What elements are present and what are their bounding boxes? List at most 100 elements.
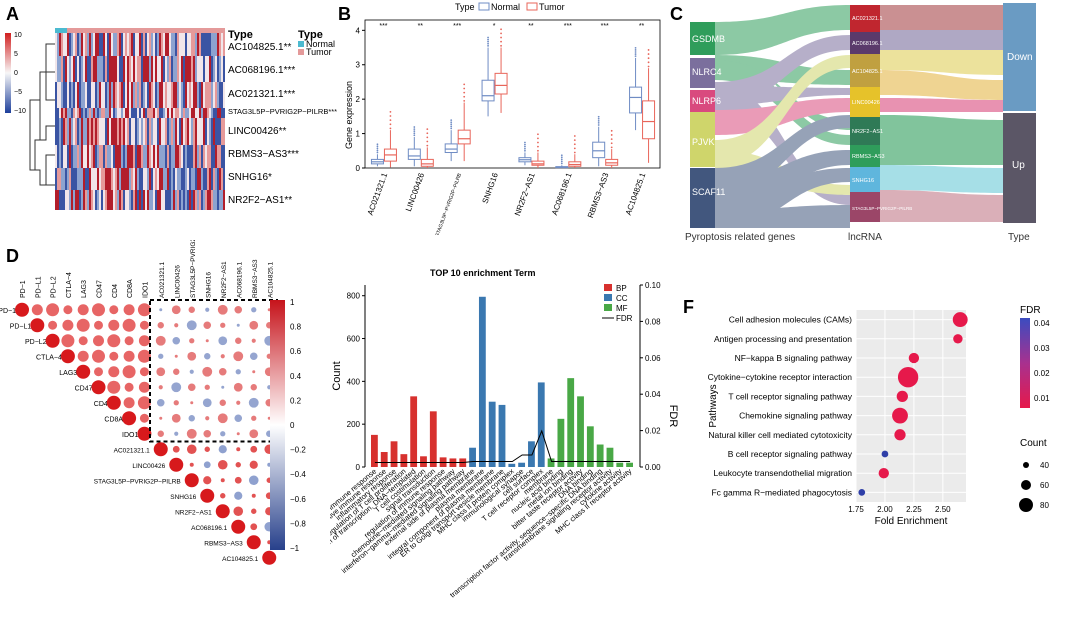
heatmap-cell bbox=[77, 82, 79, 108]
heatmap-cell bbox=[181, 33, 183, 56]
heatmap-cell bbox=[99, 190, 101, 210]
heatmap-cell bbox=[69, 118, 71, 145]
d-cell-circle bbox=[251, 307, 257, 313]
d-row-label: RBMS3−AS3 bbox=[204, 540, 243, 547]
heatmap-cell bbox=[57, 118, 59, 145]
heatmap-cell bbox=[139, 145, 141, 168]
b-box bbox=[457, 129, 471, 145]
gene-label: STAG3L5P−PVRIG2P−PILRB*** bbox=[228, 107, 337, 116]
d-cell-circle bbox=[124, 382, 134, 392]
heatmap-cell bbox=[153, 190, 155, 210]
heatmap-cell bbox=[115, 190, 117, 210]
sankey-node-gsdmb bbox=[690, 22, 715, 55]
heatmap-cell bbox=[175, 190, 177, 210]
heatmap-cell bbox=[223, 145, 225, 168]
heatmap-cell bbox=[147, 190, 149, 210]
b-outlier bbox=[524, 141, 526, 144]
sankey-lnc-label: SNHG16 bbox=[852, 178, 874, 184]
d-cell-circle bbox=[251, 415, 257, 421]
heatmap-cell bbox=[129, 82, 131, 108]
b-xtick-label: STAG3L5P−PVRIG2P−PILRB bbox=[435, 172, 464, 235]
b-box bbox=[642, 100, 656, 140]
heatmap-cell bbox=[143, 168, 145, 190]
heatmap-cell bbox=[165, 190, 167, 210]
d-cell-circle bbox=[186, 428, 197, 439]
heatmap-cell bbox=[191, 82, 193, 108]
heatmap-cell bbox=[175, 118, 177, 145]
d-col-label: CD4 bbox=[112, 284, 119, 298]
heatmap-cell bbox=[105, 118, 107, 145]
heatmap-cell bbox=[73, 118, 75, 145]
heatmap-cell bbox=[221, 82, 223, 108]
b-outlier bbox=[634, 51, 637, 53]
heatmap-cell bbox=[165, 168, 167, 190]
heatmap-cell bbox=[127, 190, 129, 210]
heatmap-cell bbox=[179, 56, 181, 82]
heatmap-cell bbox=[115, 168, 117, 190]
b-outlier bbox=[376, 149, 379, 152]
heatmap-cell bbox=[211, 118, 213, 145]
heatmap-cell bbox=[101, 108, 103, 118]
heatmap-cell bbox=[127, 145, 129, 168]
d-cell-circle bbox=[31, 304, 43, 316]
heatmap-cell bbox=[129, 145, 131, 168]
heatmap-cell bbox=[113, 33, 115, 56]
b-significance: ** bbox=[639, 23, 645, 30]
heatmap-cell bbox=[129, 108, 131, 118]
heatmap-cell bbox=[177, 82, 179, 108]
heatmap-cell bbox=[149, 56, 151, 82]
heatmap-cell bbox=[61, 118, 63, 145]
heatmap-cell bbox=[117, 190, 119, 210]
heatmap-cell bbox=[155, 33, 157, 56]
heatmap-cell bbox=[129, 190, 131, 210]
heatmap-cell bbox=[101, 190, 103, 210]
d-col-label: LINC00426 bbox=[174, 265, 181, 298]
d-cell-circle bbox=[139, 413, 149, 423]
d-scale-tick: −0.6 bbox=[290, 495, 306, 504]
d-cell-circle bbox=[236, 447, 241, 452]
heatmap-cell bbox=[207, 118, 209, 145]
heatmap-cell bbox=[121, 33, 123, 56]
b-outlier bbox=[524, 147, 526, 150]
heatmap-cell bbox=[181, 108, 183, 118]
heatmap-cell bbox=[89, 145, 91, 168]
b-box bbox=[444, 143, 458, 154]
f-dot bbox=[953, 334, 963, 344]
d-diag-circle bbox=[91, 380, 106, 395]
scale-a-tick: −10 bbox=[14, 108, 26, 115]
f-size-tick: 40 bbox=[1040, 461, 1049, 470]
e-legend-label: MF bbox=[616, 304, 628, 313]
heatmap-cell bbox=[123, 33, 125, 56]
heatmap-cell bbox=[141, 108, 143, 118]
heatmap-cell bbox=[61, 145, 63, 168]
heatmap-cell bbox=[195, 118, 197, 145]
b-outlier bbox=[647, 65, 650, 68]
sankey-lnc-label: STAG3L5P−PVRIG2P−PILRB bbox=[852, 206, 912, 211]
heatmap-cell bbox=[99, 168, 101, 190]
heatmap-cell bbox=[63, 118, 65, 145]
heatmap-cell bbox=[79, 108, 81, 118]
heatmap-cell bbox=[213, 33, 215, 56]
heatmap-cell bbox=[209, 190, 211, 210]
heatmap-cell bbox=[189, 118, 191, 145]
heatmap-cell bbox=[103, 82, 105, 108]
heatmap-cell bbox=[159, 145, 161, 168]
heatmap-cell bbox=[195, 145, 197, 168]
d-diag-circle bbox=[153, 442, 168, 457]
heatmap-cell bbox=[81, 118, 83, 145]
heatmap-cell bbox=[199, 168, 201, 190]
heatmap-cell bbox=[219, 82, 221, 108]
heatmap-cell bbox=[157, 33, 159, 56]
heatmap-cell bbox=[159, 56, 161, 82]
heatmap-cell bbox=[181, 118, 183, 145]
heatmap-cell bbox=[193, 56, 195, 82]
heatmap-cell bbox=[171, 108, 173, 118]
heatmap-cell bbox=[221, 33, 223, 56]
d-cell-circle bbox=[157, 430, 164, 437]
heatmap-cell bbox=[217, 82, 219, 108]
heatmap-cell bbox=[163, 82, 165, 108]
d-row-label: STAG3L5P−PVRIG2P−PILRB bbox=[94, 478, 181, 485]
heatmap-cell bbox=[117, 145, 119, 168]
legend-normal-swatch bbox=[298, 41, 304, 47]
heatmap-cell bbox=[65, 33, 67, 56]
